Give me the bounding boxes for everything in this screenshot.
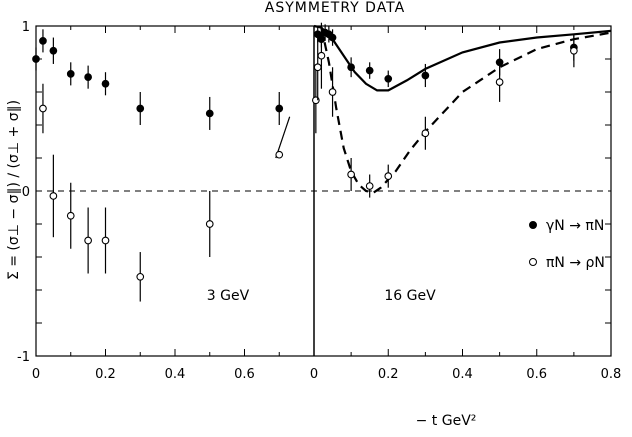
legend: γN → πN πN → ρN — [529, 218, 605, 271]
data-point-open — [84, 236, 92, 245]
legend-filled-marker — [529, 221, 537, 229]
data-point-filled — [275, 104, 284, 113]
data-point-filled — [365, 66, 374, 75]
x-tick-label: 0.8 — [601, 367, 622, 382]
data-point-open — [205, 220, 214, 228]
data-point-filled — [39, 36, 47, 45]
data-point-open — [495, 78, 504, 86]
panel-label-3gev: 3 GeV — [207, 288, 250, 304]
y-tick-label-zero: 0 — [22, 185, 30, 200]
fit-curve-solid — [313, 24, 612, 92]
x-tick-label: 0.6 — [234, 367, 255, 382]
x-tick-label: 0.2 — [378, 367, 399, 382]
data-point-filled — [32, 55, 40, 63]
panel-label-16gev: 16 GeV — [384, 288, 436, 304]
data-point-filled — [384, 74, 393, 83]
legend-label-gamma: γN → πN — [546, 218, 604, 234]
data-point-open — [570, 46, 578, 55]
data-point-open — [384, 172, 393, 180]
x-tick-label: 0.4 — [165, 367, 186, 382]
chart-title: ASYMMETRY DATA — [265, 0, 405, 16]
data-point-filled — [84, 73, 92, 81]
data-point-open — [275, 150, 284, 159]
data-point-open — [136, 272, 145, 281]
data-point-open — [101, 236, 110, 245]
fit-curve-dashed — [320, 27, 612, 194]
legend-open-marker — [529, 258, 537, 266]
x-axis-label: − t GeV² — [416, 413, 477, 429]
data-point-open — [49, 192, 58, 200]
data-point-filled — [101, 79, 110, 88]
data-point-filled — [328, 33, 337, 42]
legend-label-pi: πN → ρN — [546, 255, 605, 271]
y-tick-label-top: 1 — [22, 20, 30, 35]
data-point-open — [365, 182, 374, 190]
data-point-filled — [66, 69, 75, 78]
data-point-open — [421, 129, 430, 138]
y-axis-label: Σ = (σ⊥ − σ∥) / (σ⊥ + σ∥) — [6, 100, 22, 280]
x-tick-label: 0.2 — [95, 367, 116, 382]
data-point-filled — [421, 71, 430, 80]
data-point-filled — [347, 63, 355, 72]
data-point-filled — [136, 104, 145, 113]
x-tick-label: 0 — [310, 367, 318, 382]
data-point-filled — [49, 46, 58, 55]
data-point-open — [313, 63, 322, 72]
y-tick-label-bottom: -1 — [17, 350, 30, 365]
data-marks — [32, 22, 612, 302]
x-tick-label: 0.6 — [526, 367, 547, 382]
x-tick-label: 0.4 — [452, 367, 473, 382]
data-point-open — [317, 51, 326, 60]
data-point-open — [347, 170, 355, 179]
data-point-filled — [205, 109, 214, 118]
data-point-open — [328, 88, 337, 96]
data-point-open — [66, 211, 75, 220]
data-point-open — [39, 104, 47, 113]
x-tick-label: 0 — [32, 367, 40, 382]
axis-ticks: 0 0.2 0.4 0.6 0 0.2 0.4 0.6 0.8 — [32, 26, 621, 382]
